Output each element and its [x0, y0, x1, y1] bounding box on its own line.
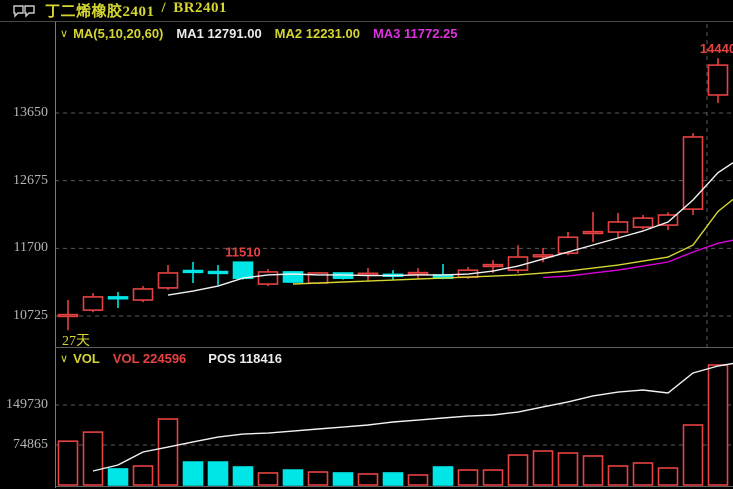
volume-bar[interactable]	[357, 473, 379, 486]
candle[interactable]	[707, 58, 729, 103]
ma2-line	[292, 198, 733, 285]
axis-tick-label: 13650	[13, 105, 48, 120]
volume-bar[interactable]	[557, 452, 579, 486]
collapse-chevron-icon[interactable]: ∨	[60, 28, 69, 40]
volume-bar[interactable]	[482, 469, 504, 486]
candle[interactable]	[682, 133, 704, 216]
ma-legend: ∨ MA(5,10,20,60) MA1 12791.00 MA2 12231.…	[60, 26, 458, 41]
pos-value: POS 118416	[208, 351, 283, 366]
title-separator: /	[161, 0, 167, 16]
volume-bar[interactable]	[532, 450, 554, 486]
volume-bar[interactable]	[382, 472, 404, 486]
ma1-line	[167, 162, 733, 296]
y-axis-line	[55, 22, 56, 488]
candle[interactable]	[57, 300, 79, 331]
ma-params-label[interactable]: MA(5,10,20,60)	[73, 26, 164, 41]
volume-bar[interactable]	[607, 465, 629, 486]
instrument-code: BR2401	[173, 0, 228, 16]
ma3-value: MA3 11772.25	[372, 26, 458, 41]
candle[interactable]	[607, 212, 629, 238]
volume-bar[interactable]	[457, 469, 479, 486]
candle[interactable]	[507, 245, 529, 273]
axis-tick-label: 74865	[13, 437, 48, 452]
volume-baseline	[55, 486, 733, 487]
candle[interactable]	[332, 272, 354, 280]
candle[interactable]	[107, 292, 129, 309]
volume-bar[interactable]	[232, 466, 254, 486]
swap-contracts-icon[interactable]	[12, 4, 36, 18]
price-annotation: 11510	[225, 245, 260, 260]
candle[interactable]	[432, 263, 454, 280]
volume-bar[interactable]	[432, 466, 454, 486]
axis-tick-label: 11700	[13, 240, 48, 256]
vol-indicator-label[interactable]: VOL	[73, 351, 100, 366]
candle[interactable]	[157, 264, 179, 290]
titlebar: 丁二烯橡胶2401 / BR2401	[0, 0, 733, 22]
ma2-value: MA2 12231.00	[274, 26, 360, 41]
volume-bar[interactable]	[182, 461, 204, 486]
volume-bar[interactable]	[207, 461, 229, 486]
days-count-label: 27天	[62, 334, 90, 349]
volume-bar[interactable]	[257, 472, 279, 486]
instrument-name: 丁二烯橡胶2401	[45, 4, 155, 20]
collapse-chevron-icon[interactable]: ∨	[60, 353, 69, 365]
price-annotation: 14440	[700, 41, 733, 56]
volume-bar[interactable]	[332, 472, 354, 486]
candle[interactable]	[407, 268, 429, 279]
axis-tick-label: 12675	[13, 172, 48, 188]
volume-bar[interactable]	[582, 455, 604, 486]
volume-bar[interactable]	[82, 431, 104, 486]
volume-bar[interactable]	[132, 465, 154, 486]
vol-value: VOL 224596	[112, 351, 187, 366]
volume-bar[interactable]	[507, 454, 529, 486]
candle[interactable]	[657, 212, 679, 230]
volume-bar[interactable]	[307, 471, 329, 486]
candle[interactable]	[357, 268, 379, 281]
candle[interactable]	[582, 211, 604, 243]
volume-bar[interactable]	[707, 364, 729, 486]
pos-line	[92, 362, 733, 472]
vol-legend: ∨ VOL VOL 224596 POS 118416	[60, 351, 282, 366]
candle[interactable]	[532, 247, 554, 263]
candle[interactable]	[132, 286, 154, 303]
volume-bar[interactable]	[682, 424, 704, 486]
volume-bar[interactable]	[407, 474, 429, 486]
price-chart[interactable]: 11510 14440	[0, 22, 733, 347]
panel-divider	[55, 347, 733, 348]
volume-chart[interactable]	[0, 347, 733, 489]
axis-tick-label: 149730	[6, 397, 48, 412]
volume-bar[interactable]	[57, 440, 79, 486]
candle[interactable]	[207, 264, 229, 286]
candle[interactable]	[632, 215, 654, 230]
volume-bar[interactable]	[657, 467, 679, 486]
candle[interactable]	[257, 269, 279, 287]
candle[interactable]	[82, 293, 104, 313]
volume-bar[interactable]	[282, 469, 304, 486]
volume-bar[interactable]	[157, 418, 179, 486]
axis-tick-label: 10725	[13, 308, 48, 323]
candle[interactable]	[182, 261, 204, 284]
instrument-title[interactable]: 丁二烯橡胶2401 / BR2401	[45, 0, 227, 21]
candle[interactable]	[282, 271, 304, 284]
ma1-value: MA1 12791.00	[176, 26, 262, 41]
volume-bar[interactable]	[632, 462, 654, 486]
ma3-line	[542, 239, 733, 279]
volume-bar[interactable]	[107, 468, 129, 486]
